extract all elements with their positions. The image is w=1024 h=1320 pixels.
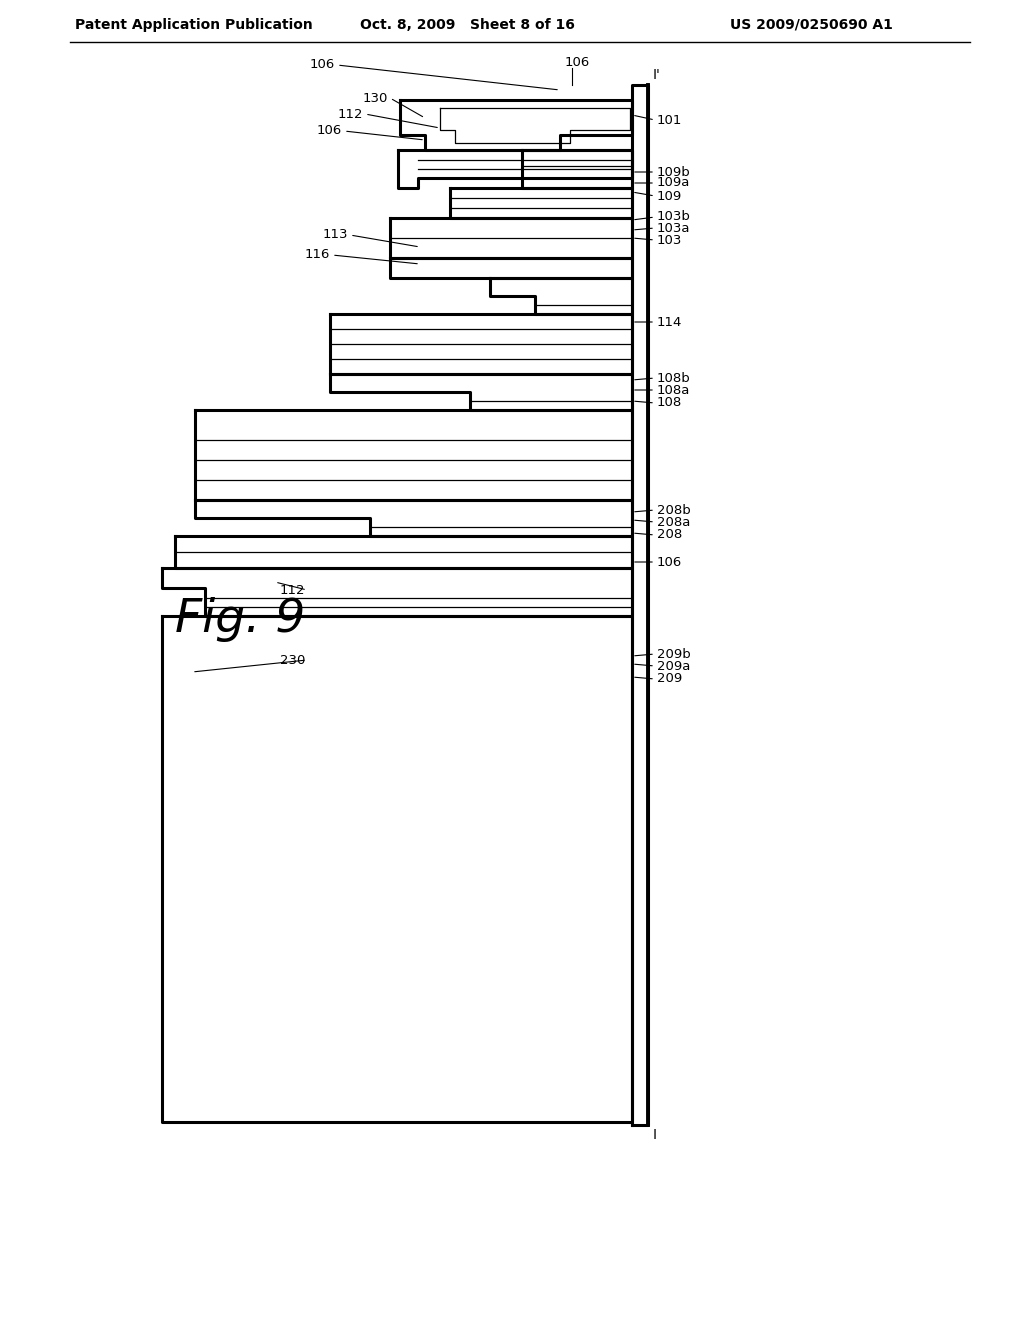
Polygon shape (450, 187, 632, 218)
Polygon shape (632, 84, 648, 1125)
Text: 208a: 208a (657, 516, 690, 528)
Polygon shape (398, 150, 632, 187)
Text: 112: 112 (338, 107, 362, 120)
Text: 116: 116 (304, 248, 330, 261)
Text: 109a: 109a (657, 177, 690, 190)
Polygon shape (195, 411, 632, 500)
Text: I: I (653, 1129, 657, 1142)
Polygon shape (175, 536, 632, 568)
Text: 208: 208 (657, 528, 682, 541)
Text: Patent Application Publication: Patent Application Publication (75, 18, 312, 32)
Text: 208b: 208b (657, 503, 691, 516)
Polygon shape (162, 616, 632, 1122)
Text: 108: 108 (657, 396, 682, 409)
Text: 106: 106 (309, 58, 335, 71)
Text: I': I' (653, 69, 660, 82)
Text: 112: 112 (280, 583, 305, 597)
Text: 101: 101 (657, 114, 682, 127)
Text: Fig. 9: Fig. 9 (175, 598, 305, 643)
Text: 108b: 108b (657, 371, 691, 384)
Text: Oct. 8, 2009   Sheet 8 of 16: Oct. 8, 2009 Sheet 8 of 16 (360, 18, 574, 32)
Text: 209a: 209a (657, 660, 690, 672)
Text: 113: 113 (323, 228, 348, 242)
Polygon shape (195, 500, 632, 536)
Text: 106: 106 (565, 55, 590, 69)
Polygon shape (390, 218, 632, 257)
Polygon shape (522, 150, 632, 187)
Text: 109b: 109b (657, 165, 691, 178)
Polygon shape (330, 314, 632, 374)
Polygon shape (162, 568, 632, 616)
Text: 114: 114 (657, 315, 682, 329)
Text: 103a: 103a (657, 222, 690, 235)
Text: 130: 130 (362, 91, 388, 104)
Text: 108a: 108a (657, 384, 690, 396)
Text: 209: 209 (657, 672, 682, 685)
Text: 230: 230 (280, 653, 305, 667)
Text: 209b: 209b (657, 648, 691, 660)
Text: US 2009/0250690 A1: US 2009/0250690 A1 (730, 18, 893, 32)
Text: 103b: 103b (657, 210, 691, 223)
Polygon shape (400, 100, 632, 150)
Text: 103: 103 (657, 234, 682, 247)
Polygon shape (440, 108, 630, 143)
Polygon shape (390, 257, 632, 279)
Text: 106: 106 (657, 556, 682, 569)
Text: 109: 109 (657, 190, 682, 202)
Polygon shape (490, 279, 632, 314)
Text: 106: 106 (316, 124, 342, 137)
Polygon shape (330, 374, 632, 411)
